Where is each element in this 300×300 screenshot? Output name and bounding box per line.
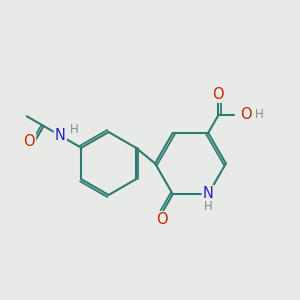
Text: O: O: [241, 107, 252, 122]
Text: O: O: [213, 87, 224, 102]
Text: H: H: [204, 200, 213, 213]
Text: O: O: [156, 212, 168, 227]
Text: H: H: [70, 123, 78, 136]
Text: O: O: [23, 134, 35, 148]
Text: H: H: [254, 108, 263, 121]
Text: N: N: [55, 128, 66, 142]
Text: N: N: [203, 186, 214, 201]
